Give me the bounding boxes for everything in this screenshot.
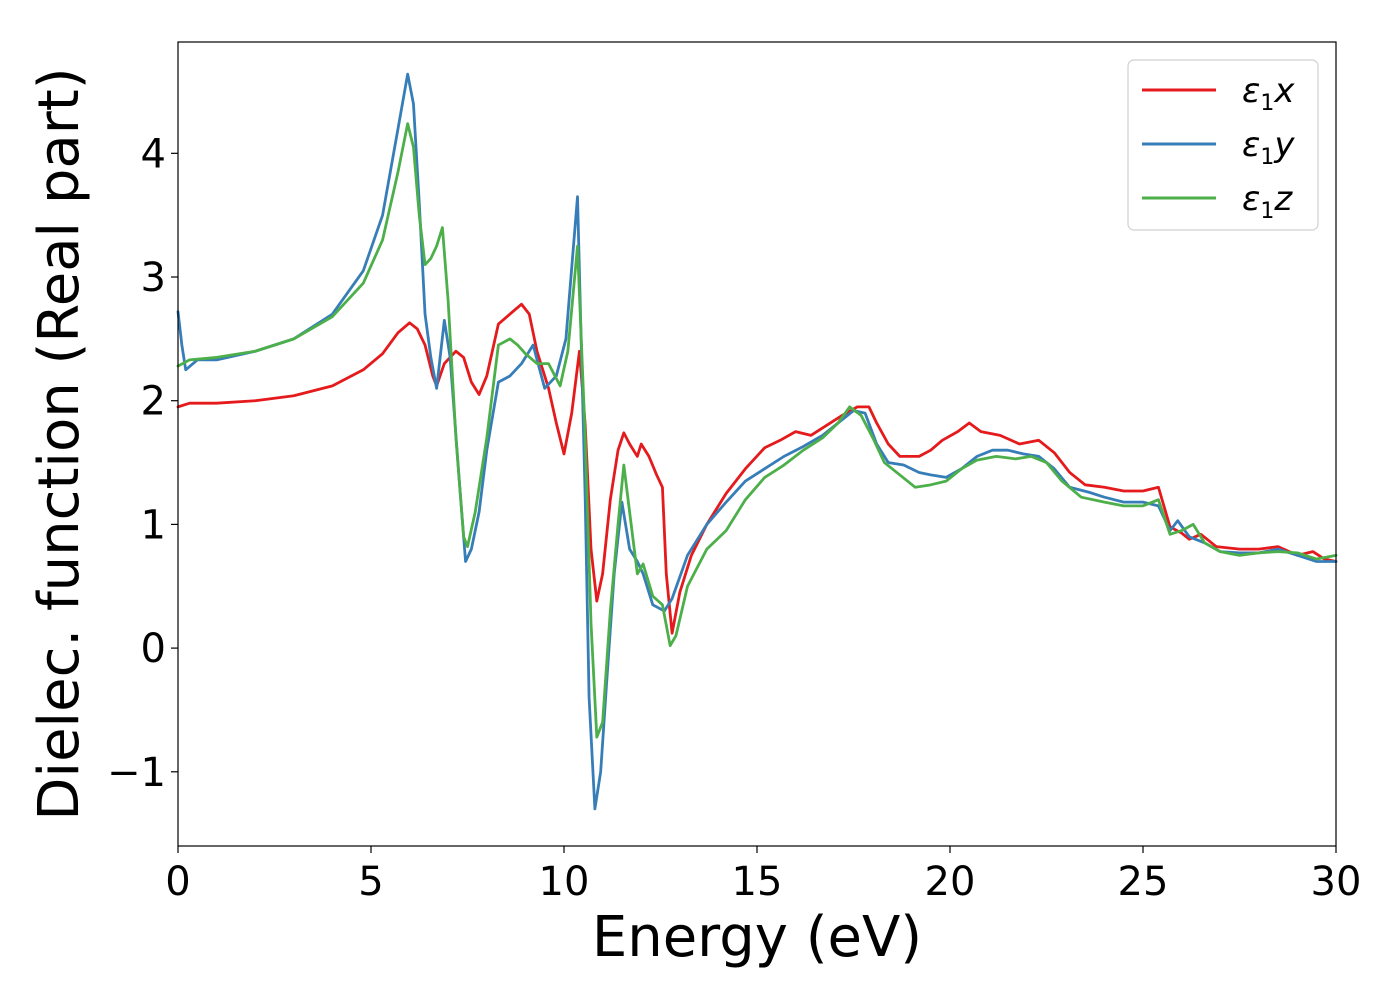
y-tick-label: 1 [141, 502, 166, 548]
legend-subscript: 1 [1260, 145, 1274, 170]
x-axis-title: Energy (eV) [592, 905, 922, 970]
y-tick-label: −1 [107, 750, 166, 796]
legend-subscript: 1 [1260, 91, 1274, 116]
x-axis-ticks: 0 5 10 15 20 25 30 [165, 846, 1361, 905]
legend-box [1127, 59, 1319, 231]
legend-component: z [1273, 179, 1293, 219]
y-tick-label: 0 [141, 626, 166, 672]
x-tick-label: 5 [358, 859, 383, 905]
series-line-y [176, 72, 1338, 811]
legend-symbol: ε [1242, 71, 1260, 111]
legend-component: x [1273, 71, 1295, 111]
legend-component: y [1273, 125, 1295, 165]
x-tick-label: 0 [165, 859, 190, 905]
x-tick-label: 20 [925, 859, 976, 905]
y-tick-label: 2 [141, 379, 166, 425]
plot-lines [176, 72, 1338, 811]
legend-label-y: ε1y [1242, 125, 1295, 170]
legend-subscript: 1 [1260, 199, 1274, 224]
legend-label-x: ε1x [1242, 71, 1295, 116]
y-tick-label: 4 [141, 131, 166, 177]
y-axis-title: Dielec. function (Real part) [27, 67, 92, 820]
y-axis-ticks: −1 0 1 2 3 4 [107, 131, 178, 796]
y-tick-label: 3 [141, 255, 166, 301]
x-tick-label: 25 [1118, 859, 1169, 905]
x-tick-label: 15 [732, 859, 783, 905]
legend-symbol: ε [1242, 179, 1260, 219]
x-tick-label: 10 [539, 859, 590, 905]
series-line-z [176, 122, 1338, 739]
legend-label-z: ε1z [1242, 179, 1293, 224]
legend-symbol: ε [1242, 125, 1260, 165]
x-tick-label: 30 [1311, 859, 1362, 905]
plot-frame [177, 41, 1337, 847]
